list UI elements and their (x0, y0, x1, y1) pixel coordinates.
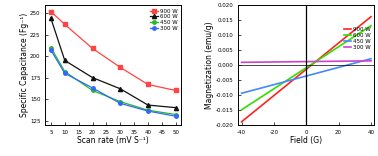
600 W (90, 77, 95, 79)
600 W (369, 25, 373, 27)
900 W (316, 59, 321, 61)
300 W (118, 102, 122, 104)
300 W (349, 60, 353, 62)
Legend: 900 W, 600 W, 450 W, 300 W: 900 W, 600 W, 450 W, 300 W (343, 26, 372, 51)
300 W (316, 61, 321, 62)
300 W (49, 49, 53, 51)
900 W (319, 56, 323, 58)
Line: 900 W: 900 W (49, 10, 178, 93)
450 W (174, 114, 178, 115)
600 W (240, 109, 244, 110)
900 W (356, 26, 361, 27)
450 W (349, 63, 353, 65)
600 W (118, 88, 122, 90)
450 W (118, 101, 122, 103)
900 W (316, 58, 321, 60)
Line: 450 W: 450 W (49, 46, 177, 116)
600 W (356, 33, 361, 34)
300 W (174, 115, 178, 117)
900 W (369, 16, 373, 18)
Line: 450 W: 450 W (242, 59, 371, 93)
300 W (369, 60, 373, 62)
900 W (62, 23, 67, 25)
900 W (239, 121, 244, 123)
450 W (62, 71, 67, 73)
Line: 600 W: 600 W (242, 26, 371, 110)
300 W (240, 61, 244, 63)
450 W (319, 71, 323, 73)
450 W (239, 92, 244, 94)
450 W (146, 109, 150, 111)
900 W (146, 84, 150, 85)
300 W (90, 87, 95, 89)
600 W (319, 57, 323, 59)
900 W (240, 120, 244, 122)
450 W (369, 58, 373, 60)
Line: 300 W: 300 W (242, 61, 371, 62)
300 W (356, 60, 361, 62)
X-axis label: Scan rate (mV S⁻¹): Scan rate (mV S⁻¹) (77, 136, 149, 145)
900 W (349, 32, 353, 34)
X-axis label: Field (G): Field (G) (290, 136, 322, 145)
Y-axis label: Specific Capacitance (Fg⁻¹): Specific Capacitance (Fg⁻¹) (20, 13, 29, 117)
Legend: 900 W, 600 W, 450 W, 300 W: 900 W, 600 W, 450 W, 300 W (149, 7, 178, 32)
300 W (62, 72, 67, 74)
300 W (319, 61, 323, 62)
300 W (146, 110, 150, 112)
900 W (118, 66, 122, 68)
900 W (174, 90, 178, 91)
600 W (239, 109, 244, 111)
Line: 300 W: 300 W (49, 48, 177, 118)
450 W (316, 72, 321, 74)
600 W (316, 59, 321, 61)
450 W (90, 90, 95, 91)
300 W (239, 61, 244, 63)
600 W (146, 104, 150, 106)
450 W (316, 72, 321, 74)
Line: 900 W: 900 W (242, 17, 371, 122)
450 W (356, 61, 361, 63)
600 W (49, 17, 53, 19)
900 W (90, 47, 95, 49)
600 W (62, 60, 67, 61)
300 W (316, 61, 321, 62)
600 W (174, 107, 178, 109)
600 W (316, 59, 321, 61)
Y-axis label: Magnetization (emu/g): Magnetization (emu/g) (205, 21, 214, 109)
450 W (49, 47, 53, 49)
900 W (49, 11, 53, 12)
600 W (349, 38, 353, 40)
450 W (240, 92, 244, 94)
Line: 600 W: 600 W (49, 16, 178, 110)
